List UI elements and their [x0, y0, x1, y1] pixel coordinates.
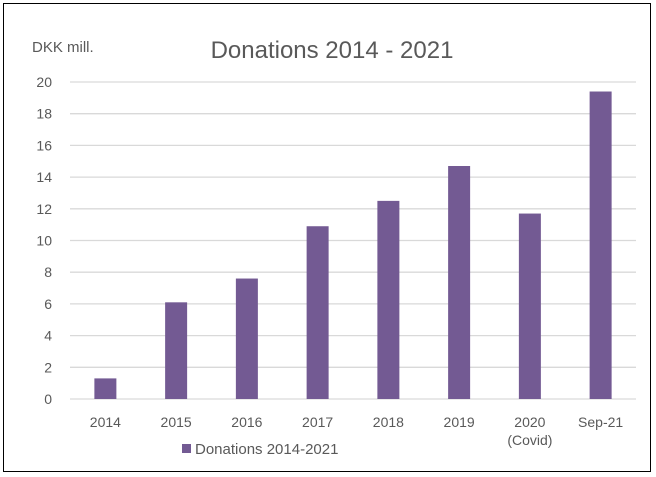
bar-6	[518, 213, 541, 399]
y-tick-label-0: 0	[44, 391, 52, 407]
y-tick-label-4: 4	[44, 328, 52, 344]
x-tick-label-6-line2: (Covid)	[507, 432, 552, 448]
y-tick-label-10: 10	[36, 233, 52, 249]
x-tick-label-2: 2016	[231, 414, 262, 430]
x-tick-label-3: 2017	[302, 414, 333, 430]
y-tick-label-8: 8	[44, 264, 52, 280]
x-tick-label-7: Sep-21	[578, 414, 623, 430]
y-tick-label-16: 16	[36, 137, 52, 153]
x-tick-label-6: 2020	[514, 414, 545, 430]
bar-7	[589, 91, 612, 399]
x-tick-label-1: 2015	[161, 414, 192, 430]
legend-label: Donations 2014-2021	[195, 441, 338, 458]
x-tick-label-5: 2019	[444, 414, 475, 430]
legend: Donations 2014-2021	[182, 441, 338, 458]
y-tick-label-6: 6	[44, 296, 52, 312]
bar-4	[377, 200, 400, 399]
bar-0	[94, 378, 117, 399]
bar-1	[165, 302, 188, 399]
y-tick-label-20: 20	[36, 74, 52, 90]
bar-5	[448, 166, 471, 399]
y-tick-label-18: 18	[36, 106, 52, 122]
x-tick-label-0: 2014	[90, 414, 121, 430]
chart-title: Donations 2014 - 2021	[211, 37, 454, 64]
legend-swatch	[182, 444, 191, 453]
bar-3	[306, 226, 329, 399]
gridlines	[70, 81, 636, 400]
x-tick-label-4: 2018	[373, 414, 404, 430]
y-axis-ticks: 0 2 4 6 8 10 12 14 16 18 20	[36, 74, 52, 407]
bars	[94, 91, 612, 399]
y-tick-label-14: 14	[36, 169, 52, 185]
y-axis-unit-label: DKK mill.	[32, 39, 94, 56]
y-tick-label-2: 2	[44, 359, 52, 375]
bar-2	[235, 278, 258, 399]
x-axis-ticks: 2014 2015 2016 2017 2018 2019 2020 (Covid) Sep-2…	[90, 414, 624, 448]
y-tick-label-12: 12	[36, 201, 52, 217]
